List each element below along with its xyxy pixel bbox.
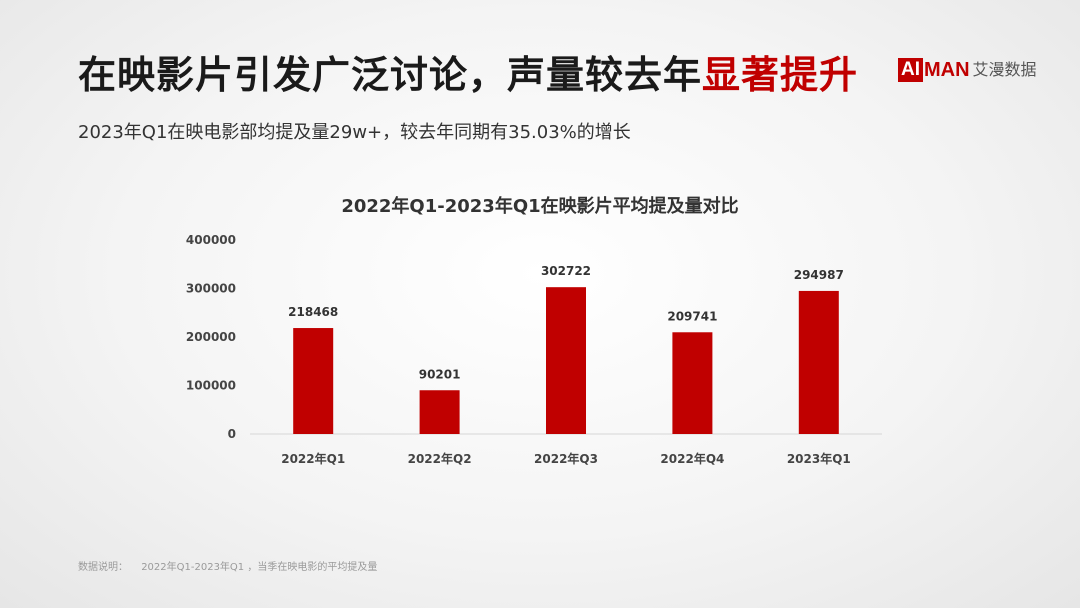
data-label-1: 90201 xyxy=(419,367,461,381)
x-tick-label-2: 2022年Q3 xyxy=(534,451,598,466)
bar-2 xyxy=(546,287,586,434)
data-label-0: 218468 xyxy=(288,305,338,319)
logo-cn: 艾漫数据 xyxy=(972,60,1037,79)
logo-ai: AI xyxy=(898,58,923,82)
footnote: 数据说明： 2022年Q1-2023年Q1 ，当季在映电影的平均提及量 xyxy=(78,558,377,573)
data-label-4: 294987 xyxy=(794,268,844,282)
data-label-3: 209741 xyxy=(667,309,717,323)
data-label-2: 302722 xyxy=(541,264,591,278)
brand-logo: AI MAN 艾漫数据 xyxy=(898,57,1037,83)
bar-0 xyxy=(293,328,334,434)
logo-man: MAN xyxy=(924,59,970,81)
y-tick-label-0: 0 xyxy=(228,427,236,441)
page-title-highlight: 显著提升 xyxy=(702,53,859,97)
y-tick-label-3: 300000 xyxy=(186,282,236,296)
bar-3 xyxy=(672,332,713,434)
y-tick-label-4: 400000 xyxy=(186,233,236,247)
page-title: 在映影片引发广泛讨论，声量较去年显著提升 xyxy=(78,44,858,99)
footnote-label: 数据说明： xyxy=(78,562,128,573)
x-tick-label-1: 2022年Q2 xyxy=(408,451,472,466)
x-tick-label-4: 2023年Q1 xyxy=(787,451,851,466)
bar-1 xyxy=(419,390,460,434)
y-tick-label-1: 100000 xyxy=(186,379,236,393)
x-tick-label-0: 2022年Q1 xyxy=(281,451,345,466)
page-subtitle: 2023年Q1在映电影部均提及量29w+，较去年同期有35.03%的增长 xyxy=(78,122,631,143)
footnote-text: 2022年Q1-2023年Q1 ，当季在映电影的平均提及量 xyxy=(141,562,378,573)
bar-4 xyxy=(798,290,839,434)
x-tick-label-3: 2022年Q4 xyxy=(660,451,724,466)
chart-title: 2022年Q1-2023年Q1在映影片平均提及量对比 xyxy=(341,195,738,217)
page-title-main: 在映影片引发广泛讨论，声量较去年 xyxy=(78,53,703,97)
y-tick-label-2: 200000 xyxy=(186,330,236,344)
